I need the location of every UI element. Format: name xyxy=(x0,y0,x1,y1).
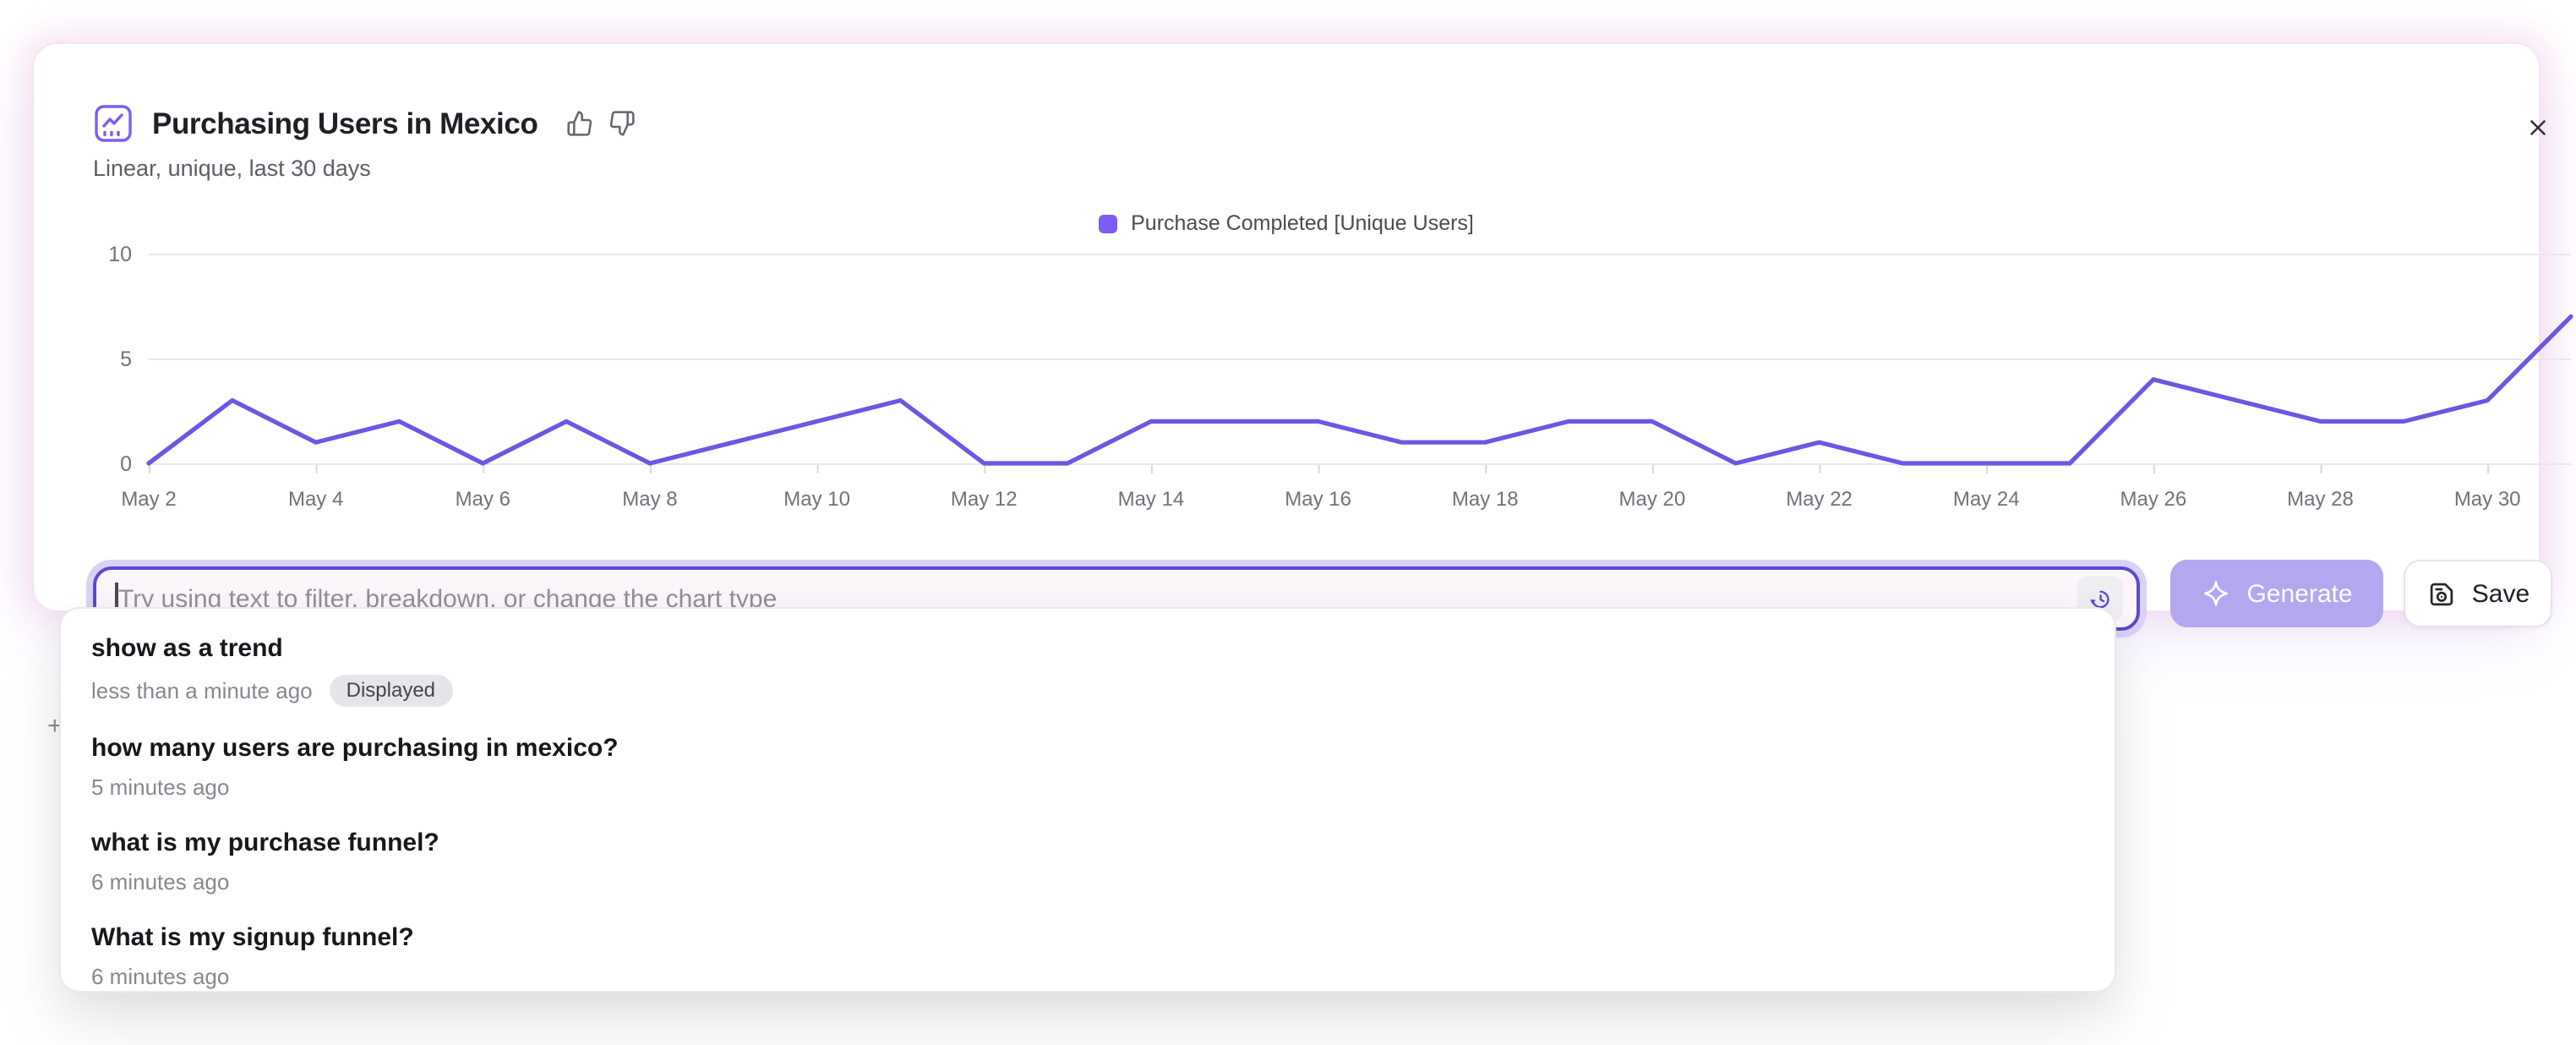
save-button[interactable]: Save xyxy=(2404,560,2552,627)
svg-text:May 6: May 6 xyxy=(456,488,510,511)
history-item[interactable]: show as a trend less than a minute ago D… xyxy=(61,619,2115,719)
svg-text:May 20: May 20 xyxy=(1619,488,1686,511)
history-query: what is my purchase funnel? xyxy=(91,829,439,857)
history-item[interactable]: what is my purchase funnel? 6 minutes ag… xyxy=(61,813,2115,908)
text-caret xyxy=(115,583,117,615)
svg-text:May 4: May 4 xyxy=(288,488,343,511)
legend-label: Purchase Completed [Unique Users] xyxy=(1131,211,1474,235)
history-item[interactable]: how many users are purchasing in mexico?… xyxy=(61,719,2115,813)
close-icon[interactable] xyxy=(2519,108,2556,145)
history-query: show as a trend xyxy=(91,634,283,663)
history-time: 6 minutes ago xyxy=(91,869,230,895)
chart-subtitle: Linear, unique, last 30 days xyxy=(93,156,371,181)
history-time: 5 minutes ago xyxy=(91,774,230,800)
svg-text:May 24: May 24 xyxy=(1953,488,2020,511)
history-query: how many users are purchasing in mexico? xyxy=(91,734,619,763)
line-chart-svg: 0 5 10 May 2 May 4 May 6 May 8 May 10 May 12 May … xyxy=(108,243,2573,511)
svg-text:May 8: May 8 xyxy=(622,488,677,511)
stray-plus-glyph: + xyxy=(47,712,63,741)
svg-text:May 18: May 18 xyxy=(1452,488,1519,511)
svg-text:May 16: May 16 xyxy=(1285,488,1351,511)
svg-text:May 12: May 12 xyxy=(951,488,1018,511)
svg-text:May 30: May 30 xyxy=(2454,488,2521,511)
svg-text:May 26: May 26 xyxy=(2120,488,2187,511)
chart-card: Purchasing Users in Mexico Linear, uniqu… xyxy=(34,44,2573,631)
chart-legend: Purchase Completed [Unique Users] xyxy=(34,211,2539,235)
svg-text:May 28: May 28 xyxy=(2287,488,2354,511)
chart-type-icon xyxy=(93,103,134,144)
svg-text:May 22: May 22 xyxy=(1786,488,1853,511)
thumbs-up-button[interactable] xyxy=(566,110,593,137)
svg-text:5: 5 xyxy=(120,347,132,371)
history-time: 6 minutes ago xyxy=(91,964,230,989)
legend-swatch xyxy=(1099,214,1118,233)
svg-text:May 2: May 2 xyxy=(121,488,176,511)
svg-text:10: 10 xyxy=(108,243,132,266)
save-label: Save xyxy=(2471,579,2530,608)
history-query: What is my signup funnel? xyxy=(91,923,414,952)
history-dropdown: show as a trend less than a minute ago D… xyxy=(59,607,2116,993)
card-header: Purchasing Users in Mexico xyxy=(93,101,636,145)
page-title: Purchasing Users in Mexico xyxy=(152,106,538,140)
generate-label: Generate xyxy=(2246,579,2353,608)
svg-text:May 14: May 14 xyxy=(1118,488,1185,511)
svg-text:May 10: May 10 xyxy=(783,488,850,511)
displayed-badge: Displayed xyxy=(329,675,453,707)
generate-button[interactable]: Generate xyxy=(2170,560,2383,627)
svg-text:0: 0 xyxy=(120,452,132,476)
thumbs-down-button[interactable] xyxy=(609,110,636,137)
history-time: less than a minute ago xyxy=(91,677,313,703)
sparkle-icon xyxy=(2204,581,2229,606)
save-icon xyxy=(2431,582,2454,605)
history-item[interactable]: What is my signup funnel? 6 minutes ago xyxy=(61,908,2115,991)
